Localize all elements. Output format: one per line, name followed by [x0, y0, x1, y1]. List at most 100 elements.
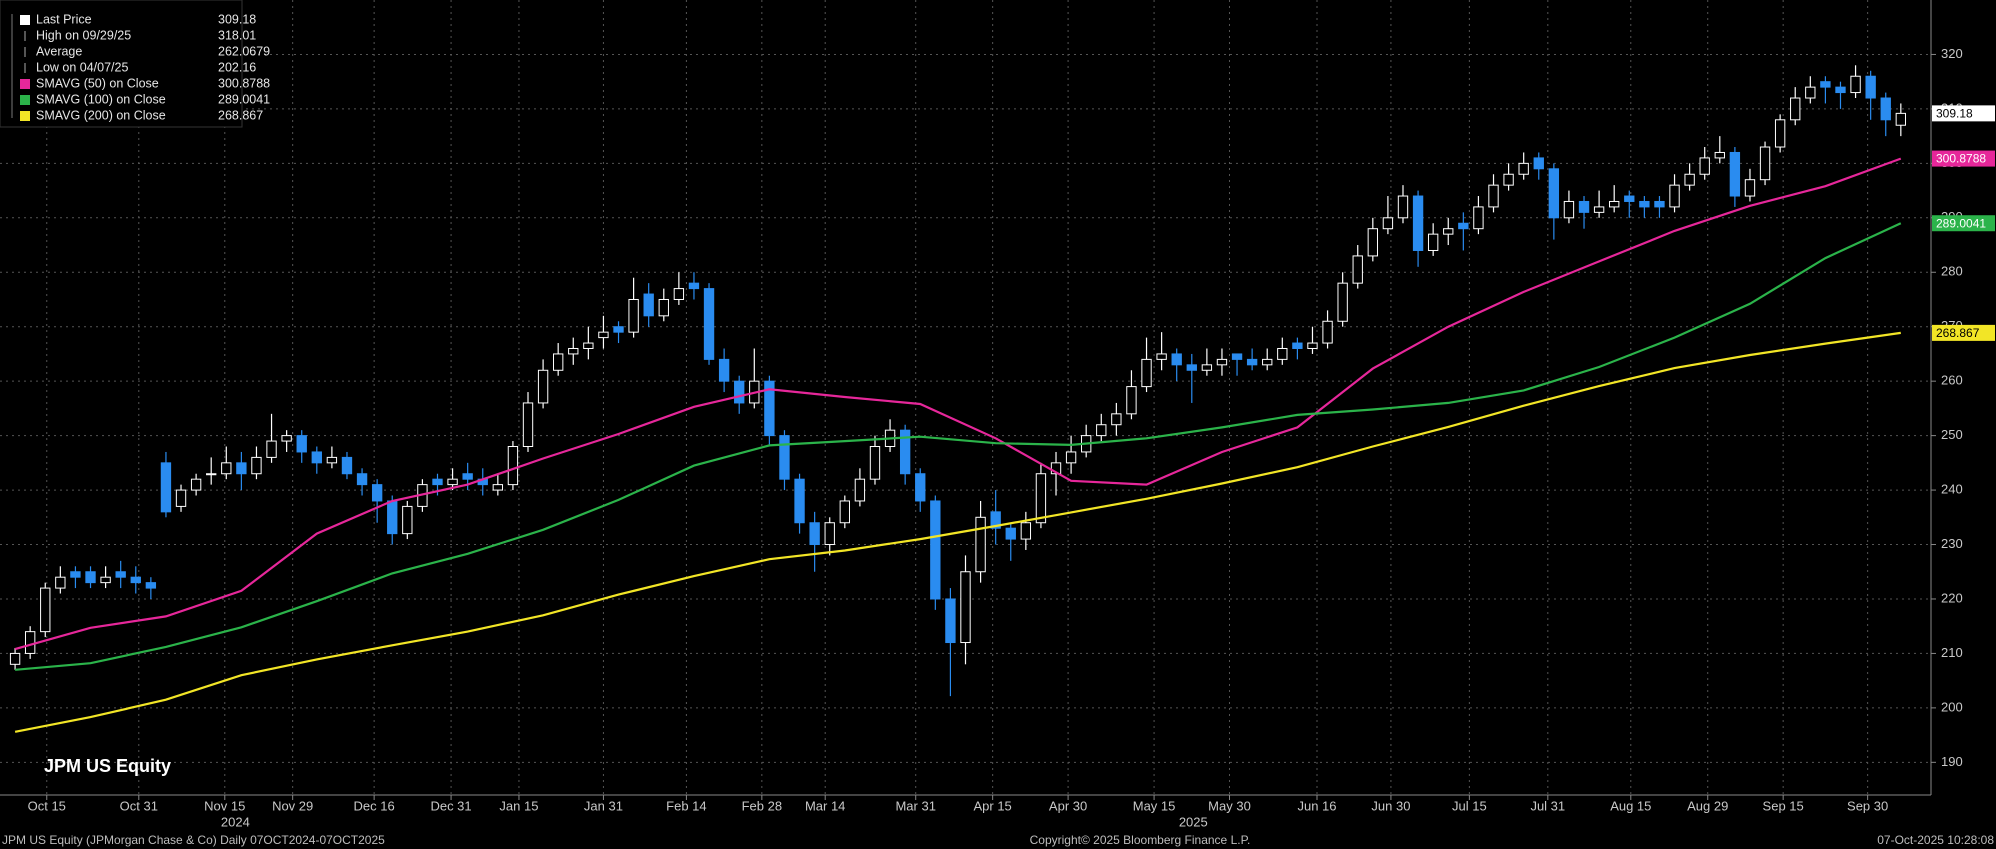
y-tick-label: 320 [1941, 46, 1963, 61]
candle-body [568, 347, 579, 355]
x-tick-label: Mar 14 [805, 798, 845, 813]
candle-body [1352, 255, 1363, 284]
candle-body [1759, 146, 1771, 181]
legend-label: High on 09/29/25 [36, 28, 131, 42]
candle-body [598, 331, 609, 339]
candle-body [537, 369, 549, 404]
value-tag-label: 300.8788 [1936, 152, 1986, 166]
candle-body [24, 631, 36, 654]
candle-body [1337, 282, 1348, 322]
candle-body [779, 435, 790, 480]
candle-body [1895, 112, 1907, 126]
legend-label: Last Price [36, 12, 92, 26]
ma-line [15, 222, 1902, 671]
candle-body [1548, 168, 1560, 219]
year-label: 2025 [1179, 814, 1208, 829]
y-tick-label: 240 [1941, 482, 1963, 497]
legend-value: 268.867 [218, 108, 263, 122]
candle-body [296, 435, 307, 453]
candle-body [1307, 342, 1318, 349]
legend-swatch [20, 95, 30, 105]
candle-body [402, 505, 413, 535]
footer-center: Copyright© 2025 Bloomberg Finance L.P. [1030, 833, 1251, 847]
candle-body [1458, 222, 1469, 230]
x-tick-label: Dec 31 [430, 798, 471, 813]
candle-body [1156, 353, 1167, 360]
candle-body [1850, 75, 1861, 94]
candle-body [1744, 179, 1756, 197]
x-tick-label: Jul 31 [1530, 798, 1565, 813]
candle-body [1111, 413, 1122, 426]
candle-body [1790, 97, 1801, 121]
ma-line [14, 157, 1902, 651]
candle-body [613, 326, 624, 333]
x-tick-label: Jun 16 [1297, 798, 1336, 813]
candle-body [492, 484, 504, 491]
value-tag-label: 309.18 [1936, 107, 1973, 121]
candle-body [432, 478, 443, 486]
candle-body [658, 298, 669, 317]
candle-body [1035, 473, 1047, 524]
candle-body [1473, 206, 1484, 230]
candle-body [824, 522, 835, 546]
x-tick-label: Nov 15 [204, 798, 245, 813]
candle-body [1503, 173, 1514, 186]
candle-body [915, 473, 926, 502]
candle-body [266, 440, 277, 458]
candle-body [462, 473, 473, 480]
candle-body [1382, 217, 1394, 230]
candle-body [1639, 200, 1650, 208]
candle-body [1201, 364, 1213, 371]
candle-body [945, 598, 956, 644]
x-tick-label: Oct 31 [120, 798, 158, 813]
candle-body [1050, 462, 1062, 475]
ma-line [14, 331, 1901, 733]
candle-body [1065, 451, 1077, 464]
candle-body [175, 489, 187, 507]
candle-body [1005, 527, 1016, 540]
candle-body [1141, 358, 1152, 388]
x-tick-label: May 30 [1208, 798, 1251, 813]
x-tick-label: Jan 15 [499, 798, 538, 813]
legend-label: SMAVG (50) on Close [36, 76, 159, 90]
candle-body [311, 451, 322, 464]
value-tag: 309.18 [1932, 105, 1995, 122]
value-tag-box [1932, 215, 1995, 232]
year-label: 2024 [221, 814, 250, 829]
candle-body [221, 462, 232, 475]
candle-body [447, 478, 458, 486]
x-tick-label: Apr 15 [973, 798, 1011, 813]
y-tick-label: 220 [1941, 590, 1963, 605]
candle-body [70, 571, 81, 578]
candle-body [1292, 342, 1303, 349]
x-tick-label: May 15 [1133, 798, 1176, 813]
candle-body [387, 500, 398, 535]
candle-body [55, 576, 66, 589]
value-tag: 268.867 [1932, 324, 1995, 341]
candle-body [1865, 75, 1876, 99]
candle-body [1835, 86, 1846, 94]
candle-body [100, 576, 111, 584]
candle-body [854, 478, 866, 502]
candle-body [1246, 358, 1258, 366]
candle-body [1654, 200, 1665, 208]
x-tick-label: Jul 15 [1452, 798, 1487, 813]
candle-body [130, 576, 141, 584]
candle-body [583, 342, 594, 349]
legend-value: 202.16 [218, 60, 256, 74]
candle-body [1216, 358, 1228, 366]
candle-body [1820, 81, 1831, 88]
candle-body [1578, 200, 1590, 213]
candle-body [507, 446, 519, 486]
candle-body [326, 456, 338, 464]
candle-body [236, 462, 247, 475]
x-tick-label: Sep 30 [1847, 798, 1888, 813]
candle-body [1488, 184, 1499, 208]
x-tick-label: Jan 31 [584, 798, 623, 813]
legend-label: Average [36, 44, 82, 58]
legend-value: 318.01 [218, 28, 256, 42]
value-tag: 300.8788 [1932, 150, 1995, 167]
candle-body [9, 652, 21, 665]
candle-body [1699, 157, 1710, 175]
